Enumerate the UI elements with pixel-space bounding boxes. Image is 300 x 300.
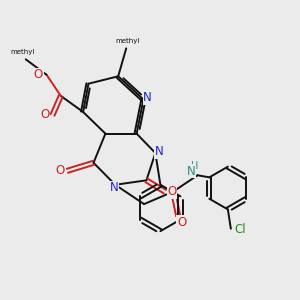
Text: O: O (177, 216, 186, 229)
Text: O: O (56, 164, 65, 177)
Text: N: N (110, 181, 118, 194)
Text: O: O (40, 108, 50, 121)
Text: O: O (34, 68, 43, 81)
Text: N: N (155, 145, 164, 158)
Text: methyl: methyl (116, 38, 140, 44)
Text: methyl: methyl (11, 49, 35, 55)
Text: N: N (187, 165, 195, 178)
Text: N: N (143, 91, 152, 104)
Text: Cl: Cl (234, 223, 246, 236)
Text: O: O (167, 185, 177, 198)
Text: H: H (191, 161, 198, 171)
